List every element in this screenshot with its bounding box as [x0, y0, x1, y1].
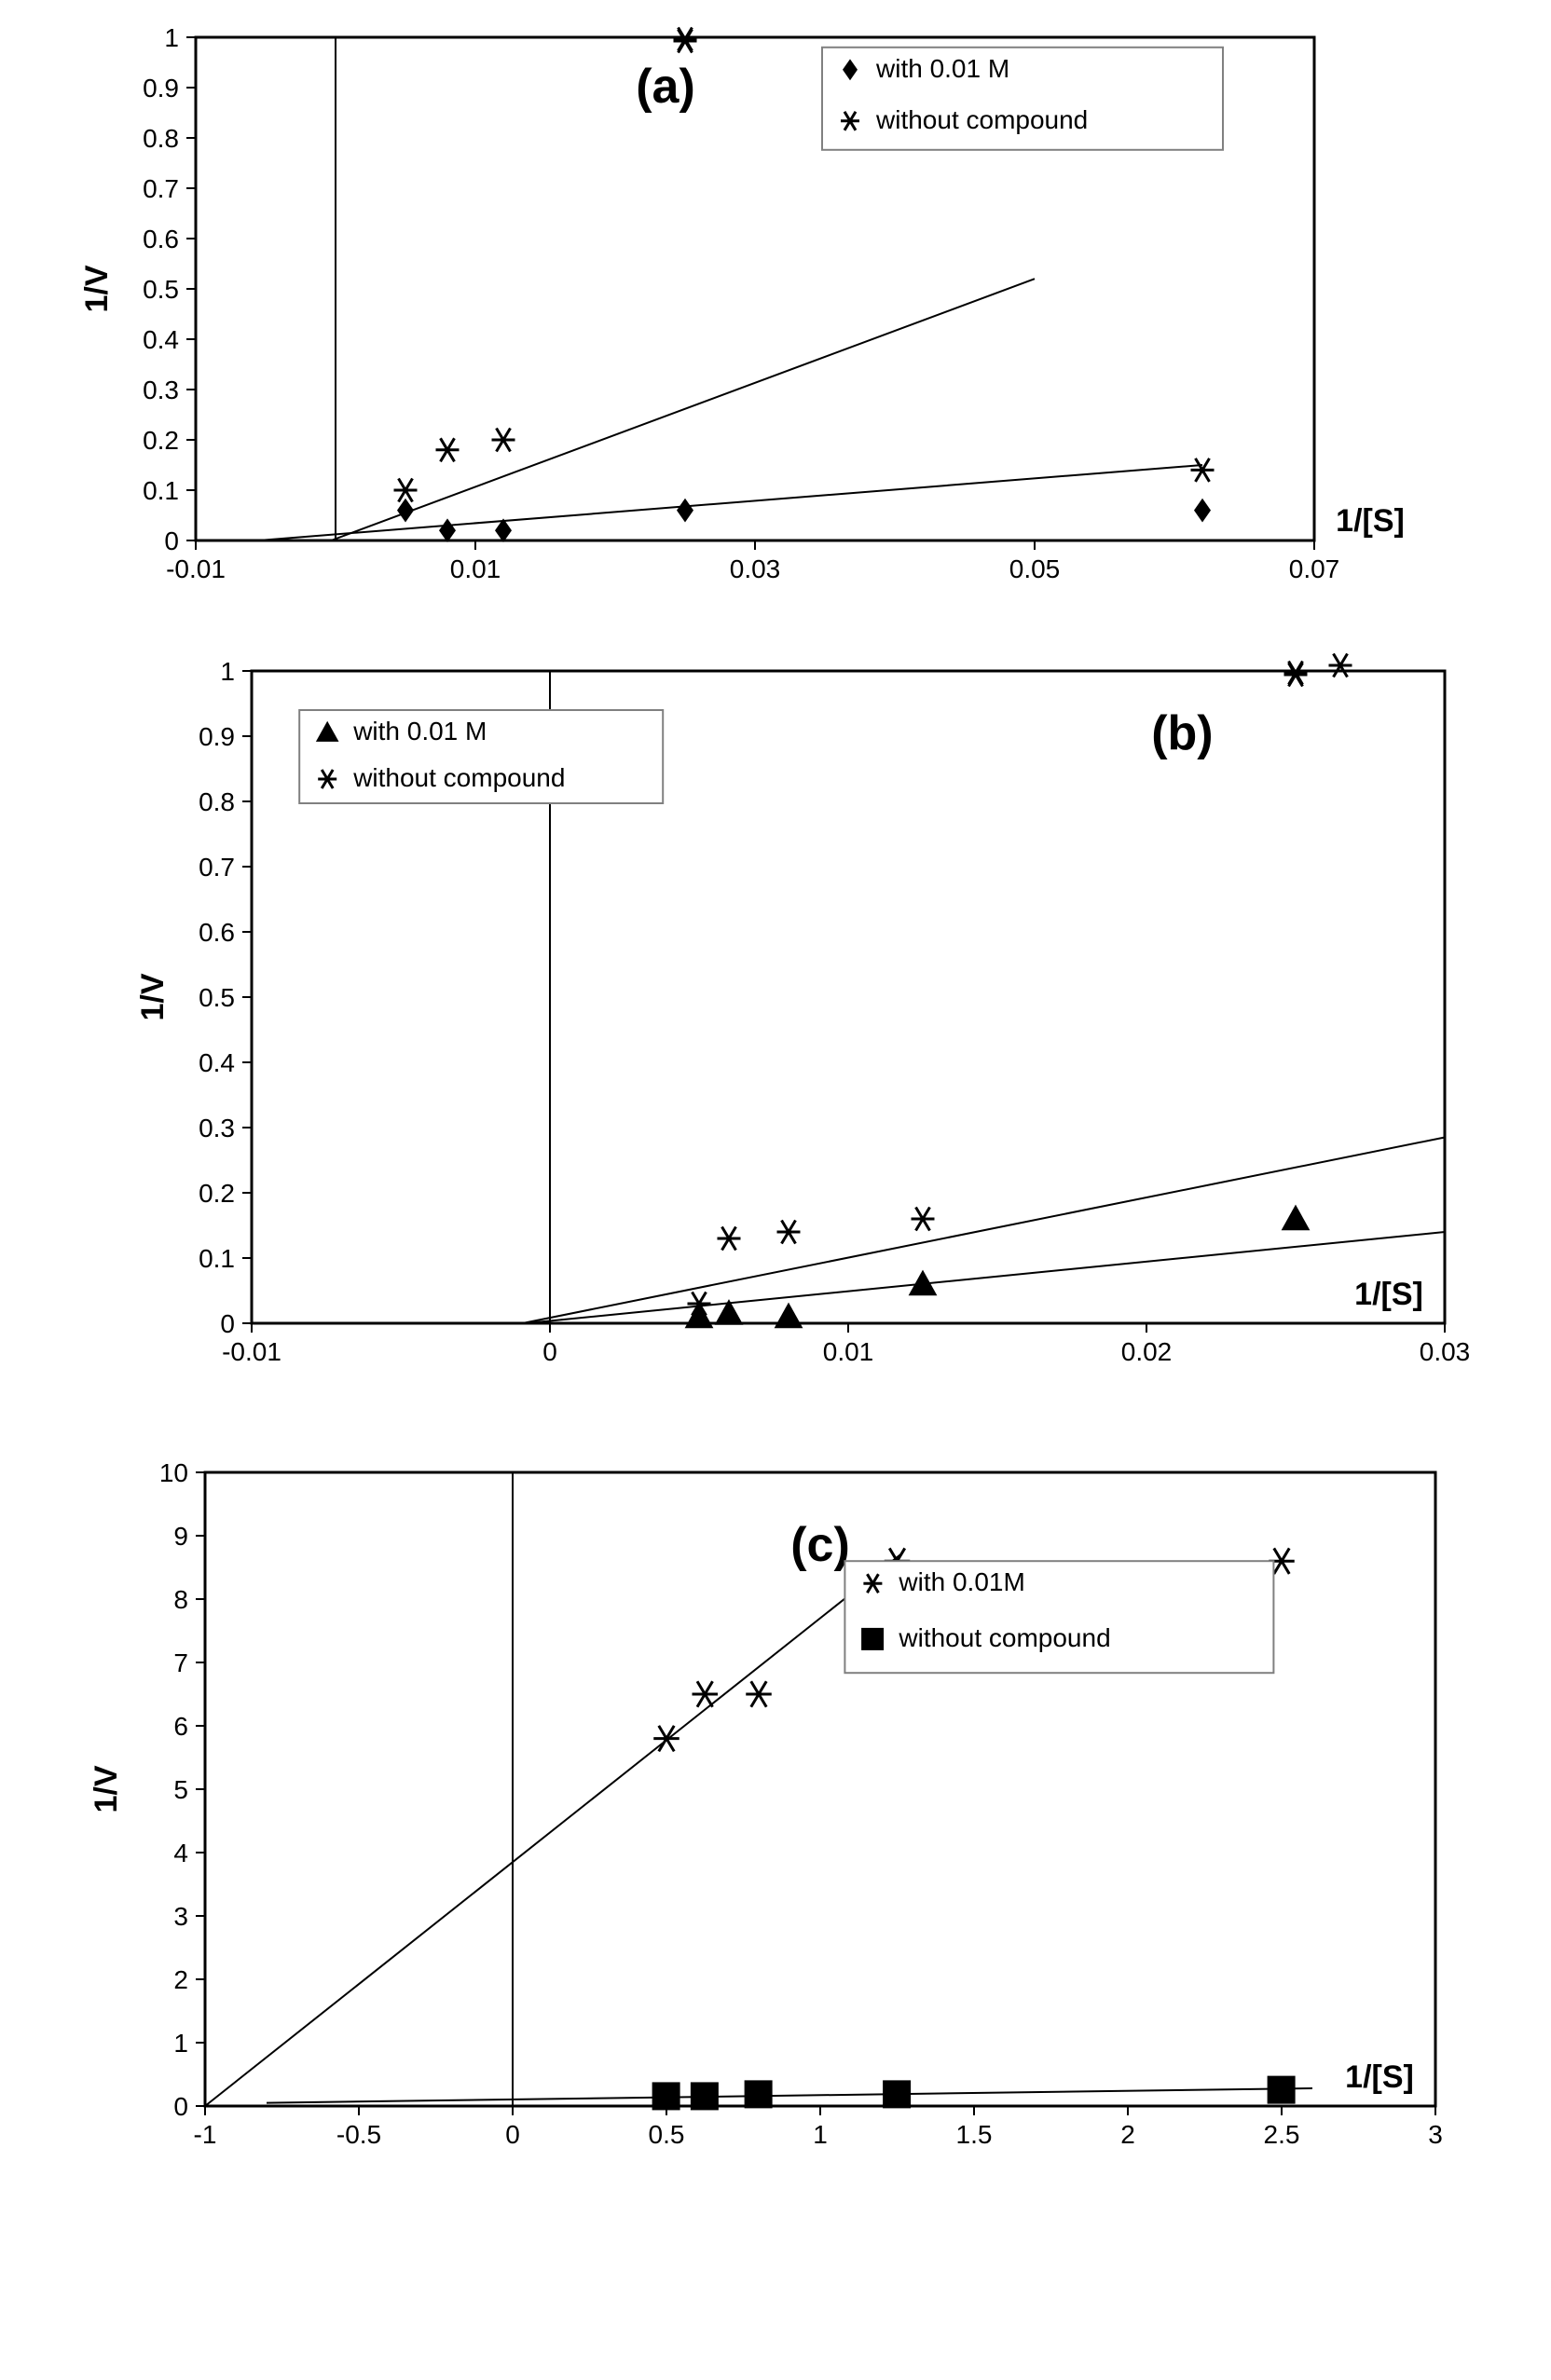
trend-line [526, 1232, 1445, 1323]
data-point [1268, 2076, 1296, 2104]
y-tick-label: 4 [173, 1839, 188, 1867]
x-tick-label: 2 [1120, 2120, 1135, 2149]
y-axis-title: 1/V [79, 265, 115, 312]
data-point [1194, 499, 1211, 523]
y-tick-label: 0.5 [199, 983, 235, 1012]
data-point [718, 1227, 741, 1251]
y-tick-label: 0.4 [199, 1048, 235, 1077]
y-tick-label: 6 [173, 1712, 188, 1741]
y-tick-label: 8 [173, 1585, 188, 1614]
y-axis-title: 1/V [89, 1765, 124, 1812]
data-point [677, 499, 693, 523]
x-tick-label: -0.01 [222, 1337, 281, 1366]
y-tick-label: 2 [173, 1965, 188, 1994]
x-tick-label: 2.5 [1264, 2120, 1300, 2149]
figure: 0 0.1 0.2 0.3 0.4 0.5 0.6 0.7 0.8 0.9 1 -0.01 0.01 0.… [19, 19, 1532, 2199]
data-point [436, 438, 460, 461]
data-point [745, 2080, 773, 2108]
x-axis-title: 1/[S] [1336, 503, 1405, 539]
x-tick-label: 0.01 [823, 1337, 874, 1366]
legend-label: with 0.01 M [352, 717, 487, 745]
data-point [1329, 654, 1352, 677]
y-tick-label: 0.2 [143, 426, 179, 455]
x-tick-label: 0.5 [649, 2120, 685, 2149]
y-tick-label: 0.6 [143, 225, 179, 253]
x-tick-label: -0.01 [166, 554, 226, 583]
panel-label: (c) [790, 1518, 850, 1572]
x-tick-label: -1 [194, 2120, 217, 2149]
x-tick-label: 1 [813, 2120, 828, 2149]
data-point [777, 1221, 801, 1244]
y-tick-label: 0.7 [143, 174, 179, 203]
x-tick-label: 1.5 [956, 2120, 993, 2149]
y-tick-label: 0.6 [199, 918, 235, 947]
legend-label: with 0.01M [898, 1567, 1024, 1596]
y-tick-label: 0.3 [199, 1114, 235, 1142]
y-tick-label: 0.8 [143, 124, 179, 153]
y-tick-label: 5 [173, 1775, 188, 1804]
y-tick-label: 0.3 [143, 376, 179, 404]
data-point [1282, 1205, 1311, 1231]
data-point [492, 429, 515, 452]
x-tick-label: 3 [1428, 2120, 1443, 2149]
y-tick-label: 7 [173, 1648, 188, 1677]
x-tick-label: 0.07 [1289, 554, 1340, 583]
y-tick-label: 0 [220, 1309, 235, 1338]
trend-line [205, 1554, 900, 2106]
x-tick-label: 0.01 [450, 554, 501, 583]
legend-marker [861, 1628, 884, 1650]
y-tick-label: 1 [164, 23, 179, 52]
trend-line [267, 2088, 1312, 2103]
y-tick-label: 9 [173, 1522, 188, 1551]
panel-c: 0 1 2 3 4 5 6 7 8 9 10 -1 -0.5 0 0.5 1 1.5 2 2.5 3 1/V 1/[S] (… [19, 1454, 1532, 2199]
y-tick-label: 0.1 [199, 1244, 235, 1273]
panel-label: (a) [636, 60, 695, 114]
data-point [691, 2082, 719, 2110]
y-tick-label: 0.1 [143, 476, 179, 505]
legend-label: without compound [875, 105, 1088, 134]
y-axis-title: 1/V [135, 973, 171, 1020]
x-tick-label: -0.5 [336, 2120, 381, 2149]
y-tick-label: 0.7 [199, 853, 235, 882]
x-tick-label: 0.02 [1121, 1337, 1173, 1366]
legend-label: with 0.01 M [875, 54, 1009, 83]
x-tick-label: 0.05 [1009, 554, 1061, 583]
data-point [652, 2082, 680, 2110]
data-point [912, 1208, 935, 1231]
legend-label: without compound [898, 1623, 1110, 1652]
y-tick-label: 1 [220, 657, 235, 686]
x-axis-title: 1/[S] [1354, 1277, 1423, 1312]
data-point [1284, 663, 1308, 687]
y-tick-label: 0.9 [199, 722, 235, 751]
data-point [746, 1681, 772, 1707]
panel-b: 00.10.20.30.40.50.60.70.80.91-0.0100.010… [19, 652, 1532, 1416]
y-tick-label: 0 [173, 2092, 188, 2121]
y-tick-label: 0.9 [143, 74, 179, 103]
y-tick-label: 0.4 [143, 325, 179, 354]
data-point [439, 518, 456, 542]
x-tick-label: 0.03 [730, 554, 781, 583]
y-tick-label: 0.2 [199, 1179, 235, 1208]
data-point [674, 30, 697, 53]
trend-line [331, 279, 1035, 540]
data-point [883, 2080, 911, 2108]
x-tick-label: 0 [542, 1337, 557, 1366]
x-tick-label: 0.03 [1420, 1337, 1471, 1366]
x-tick-label: 0 [505, 2120, 520, 2149]
y-tick-label: 1 [173, 2029, 188, 2058]
y-tick-label: 10 [159, 1458, 188, 1487]
panel-a: 0 0.1 0.2 0.3 0.4 0.5 0.6 0.7 0.8 0.9 1 -0.01 0.01 0.… [19, 19, 1532, 615]
y-tick-label: 0.5 [143, 275, 179, 304]
trend-line [259, 465, 1203, 540]
data-point [775, 1303, 803, 1329]
y-tick-label: 3 [173, 1902, 188, 1931]
panel-label: (b) [1151, 706, 1213, 760]
y-tick-label: 0.8 [199, 787, 235, 816]
legend-label: without compound [352, 763, 565, 792]
x-axis-title: 1/[S] [1345, 2059, 1414, 2095]
data-point [1191, 458, 1215, 482]
y-tick-label: 0 [164, 527, 179, 555]
